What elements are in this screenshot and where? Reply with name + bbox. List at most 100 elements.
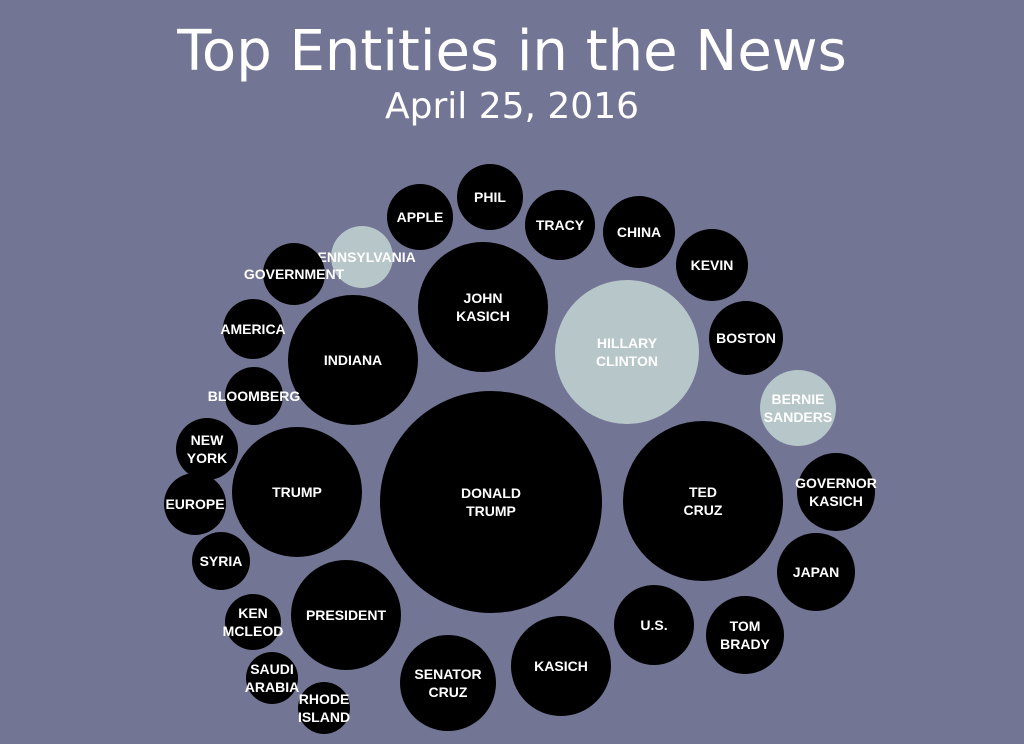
bubble-label-line: BLOOMBERG	[208, 388, 301, 404]
bubble-label: CHINA	[617, 224, 661, 240]
bubble-label: BLOOMBERG	[208, 388, 301, 404]
bubble-label: TOM BRADY	[720, 618, 770, 652]
bubble-bernie-sanders: BERNIE SANDERS	[760, 370, 836, 446]
chart-subtitle: April 25, 2016	[385, 86, 639, 127]
bubble-label: TED CRUZ	[684, 484, 723, 518]
bubble-kasich: KASICH	[511, 616, 611, 716]
bubble-label: KEVIN	[691, 257, 734, 273]
bubble-circle	[418, 242, 548, 372]
bubble-label: APPLE	[397, 209, 444, 225]
bubble-label-line: CLINTON	[596, 353, 658, 369]
bubble-label: DONALD TRUMP	[461, 485, 521, 519]
bubble-america: AMERICA	[220, 299, 286, 359]
bubble-label-line: PHIL	[474, 189, 506, 205]
bubble-label-line: APPLE	[397, 209, 444, 225]
bubble-label-line: TED	[689, 484, 717, 500]
bubble-circle	[225, 367, 283, 425]
bubble-tom-brady: TOM BRADY	[706, 596, 784, 674]
bubble-ken-mcleod: KEN MCLEOD	[223, 594, 284, 650]
bubble-japan: JAPAN	[777, 533, 855, 611]
bubble-label: PRESIDENT	[306, 607, 387, 623]
bubble-label-line: INDIANA	[324, 352, 382, 368]
bubble-circle	[223, 299, 283, 359]
bubble-circle	[225, 594, 281, 650]
bubble-label-line: SANDERS	[764, 409, 832, 425]
bubble-label: KEN MCLEOD	[223, 605, 284, 639]
bubble-circle	[511, 616, 611, 716]
bubble-circle	[709, 301, 783, 375]
bubble-circle	[232, 427, 362, 557]
bubble-label: SAUDI ARABIA	[245, 661, 299, 695]
bubble-label: KASICH	[534, 658, 588, 674]
bubble-label-line: CRUZ	[684, 502, 723, 518]
bubble-label: TRACY	[536, 217, 585, 233]
bubble-label-line: CRUZ	[429, 684, 468, 700]
bubble-governor-kasich: GOVERNOR KASICH	[795, 453, 877, 531]
bubble-label-line: PENNSYLVANIA	[308, 249, 416, 265]
bubble-label: JOHN KASICH	[456, 290, 510, 324]
bubble-tracy: TRACY	[525, 190, 595, 260]
bubble-pennsylvania: PENNSYLVANIA	[308, 226, 416, 288]
bubble-circle	[263, 243, 325, 305]
bubble-circle	[623, 421, 783, 581]
bubble-indiana: INDIANA	[288, 295, 418, 425]
bubble-label: JAPAN	[793, 564, 839, 580]
bubble-label-line: JOHN	[464, 290, 503, 306]
bubble-label-line: MCLEOD	[223, 623, 284, 639]
bubble-label-line: TRUMP	[272, 484, 322, 500]
bubble-label: INDIANA	[324, 352, 382, 368]
bubble-circle	[603, 196, 675, 268]
bubble-label-line: KASICH	[809, 493, 863, 509]
bubble-label-line: GOVERNMENT	[244, 266, 345, 282]
bubble-label-line: YORK	[187, 450, 227, 466]
bubble-label-line: U.S.	[640, 617, 667, 633]
bubble-circle	[246, 652, 298, 704]
bubble-circle	[331, 226, 393, 288]
bubble-circle	[706, 596, 784, 674]
bubble-new-york: NEW YORK	[176, 418, 238, 480]
bubble-label-line: KEVIN	[691, 257, 734, 273]
bubble-label-line: BRADY	[720, 636, 770, 652]
bubble-circle	[614, 585, 694, 665]
bubble-boston: BOSTON	[709, 301, 783, 375]
bubble-label-line: EUROPE	[165, 496, 224, 512]
bubble-label: BERNIE SANDERS	[764, 391, 832, 425]
bubble-label-line: DONALD	[461, 485, 521, 501]
bubble-circle	[288, 295, 418, 425]
bubble-china: CHINA	[603, 196, 675, 268]
bubble-label: GOVERNMENT	[244, 266, 345, 282]
bubble-circle	[192, 532, 250, 590]
bubble-apple: APPLE	[387, 184, 453, 250]
bubble-president: PRESIDENT	[291, 560, 401, 670]
bubble-circle	[676, 229, 748, 301]
bubble-label-line: GOVERNOR	[795, 475, 877, 491]
bubble-donald-trump: DONALD TRUMP	[380, 391, 602, 613]
bubble-label-line: RHODE	[299, 691, 350, 707]
bubble-label: HILLARY CLINTON	[596, 335, 658, 369]
bubble-label-line: KASICH	[534, 658, 588, 674]
bubble-trump: TRUMP	[232, 427, 362, 557]
bubble-label-line: ISLAND	[298, 709, 350, 725]
bubble-rhode-island: RHODE ISLAND	[298, 682, 350, 734]
bubble-bloomberg: BLOOMBERG	[208, 367, 301, 425]
bubble-label: SENATOR CRUZ	[414, 666, 481, 700]
bubble-label-line: ARABIA	[245, 679, 299, 695]
bubble-label-line: CHINA	[617, 224, 661, 240]
bubble-circle	[164, 473, 226, 535]
bubble-label-line: SYRIA	[200, 553, 243, 569]
bubble-label-line: TRUMP	[466, 503, 516, 519]
bubble-label-line: TRACY	[536, 217, 585, 233]
bubble-group: DONALD TRUMP TED CRUZ HILLARY CLINTON JOHN KASI…	[164, 164, 877, 734]
bubble-circle	[777, 533, 855, 611]
bubble-circle	[176, 418, 238, 480]
bubble-label-line: KASICH	[456, 308, 510, 324]
bubble-label: TRUMP	[272, 484, 322, 500]
bubble-circle	[291, 560, 401, 670]
bubble-circle	[400, 635, 496, 731]
bubble-hillary-clinton: HILLARY CLINTON	[555, 280, 699, 424]
bubble-label-line: SAUDI	[250, 661, 294, 677]
bubble-label: RHODE ISLAND	[298, 691, 350, 725]
bubble-label: PHIL	[474, 189, 506, 205]
bubble-label: NEW YORK	[187, 432, 227, 466]
